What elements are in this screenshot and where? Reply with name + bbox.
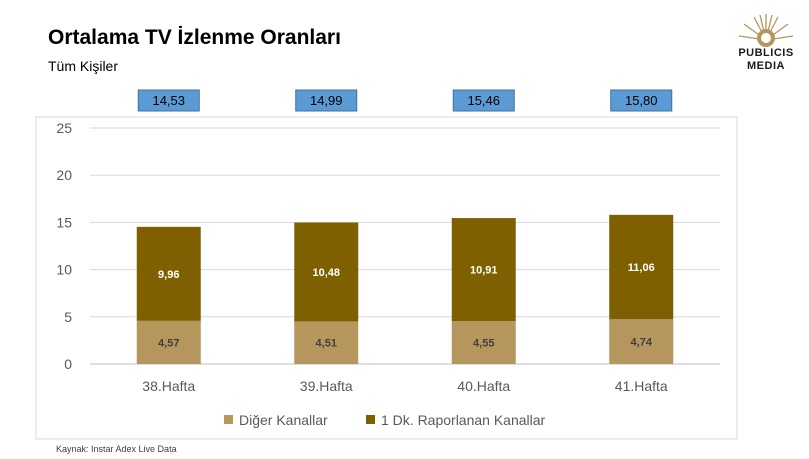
bar-segment xyxy=(294,222,359,322)
bar-segment xyxy=(451,321,516,364)
total-label: 15,80 xyxy=(625,93,658,108)
y-tick-label: 15 xyxy=(56,214,72,230)
data-label: 10,91 xyxy=(470,265,498,277)
page-title: Ortalama TV İzlenme Oranları xyxy=(48,26,341,49)
source-note: Kaynak: Instar Adex Live Data xyxy=(56,444,177,454)
data-label: 10,48 xyxy=(312,267,340,279)
logo-line-1: PUBLICIS xyxy=(738,47,794,59)
bars: 4,57 9,96 14,53 4,51 10,48 14,99 4,55 10,91 15,4… xyxy=(136,89,674,364)
bar-segment xyxy=(609,214,674,320)
page-subtitle: Tüm Kişiler xyxy=(48,58,119,74)
y-tick-label: 10 xyxy=(56,262,72,278)
bar-segment xyxy=(136,320,201,364)
publicis-lion-logo-icon xyxy=(738,14,794,47)
chart-area-border xyxy=(35,116,738,440)
legend-swatch xyxy=(366,415,375,424)
data-label: 4,51 xyxy=(316,338,337,350)
total-box xyxy=(610,89,673,112)
y-axis-ticks: 0 5 10 15 20 25 xyxy=(56,120,72,372)
logo-wordmark: PUBLICIS MEDIA xyxy=(726,47,806,73)
data-label: 4,55 xyxy=(473,338,494,350)
x-tick-label: 39.Hafta xyxy=(300,378,353,394)
y-tick-label: 5 xyxy=(64,309,72,325)
total-box xyxy=(137,89,200,112)
total-label: 14,99 xyxy=(310,93,343,108)
logo-line-2: MEDIA xyxy=(747,60,785,72)
total-label: 15,46 xyxy=(467,93,500,108)
x-tick-label: 41.Hafta xyxy=(615,378,668,394)
data-label: 4,57 xyxy=(158,337,179,349)
x-axis-ticks: 38.Hafta 39.Hafta 40.Hafta 41.Hafta xyxy=(142,378,668,394)
y-tick-label: 0 xyxy=(64,356,72,372)
legend: Diğer Kanallar 1 Dk. Raporlanan Kanallar xyxy=(224,412,546,428)
x-tick-label: 38.Hafta xyxy=(142,378,195,394)
y-tick-label: 20 xyxy=(56,167,72,183)
legend-label: Diğer Kanallar xyxy=(239,412,328,428)
bar-segment xyxy=(294,321,359,364)
data-label: 11,06 xyxy=(628,262,655,274)
bar-segment xyxy=(609,319,674,364)
total-box xyxy=(452,89,515,112)
legend-swatch xyxy=(224,415,233,424)
bar-segment xyxy=(451,218,516,322)
data-label: 4,74 xyxy=(631,337,653,349)
total-label: 14,53 xyxy=(152,93,185,108)
bar-segment xyxy=(136,226,201,321)
x-tick-label: 40.Hafta xyxy=(457,378,510,394)
total-box xyxy=(295,89,358,112)
y-tick-label: 25 xyxy=(56,120,72,136)
data-label: 9,96 xyxy=(158,269,179,281)
legend-label: 1 Dk. Raporlanan Kanallar xyxy=(381,412,546,428)
